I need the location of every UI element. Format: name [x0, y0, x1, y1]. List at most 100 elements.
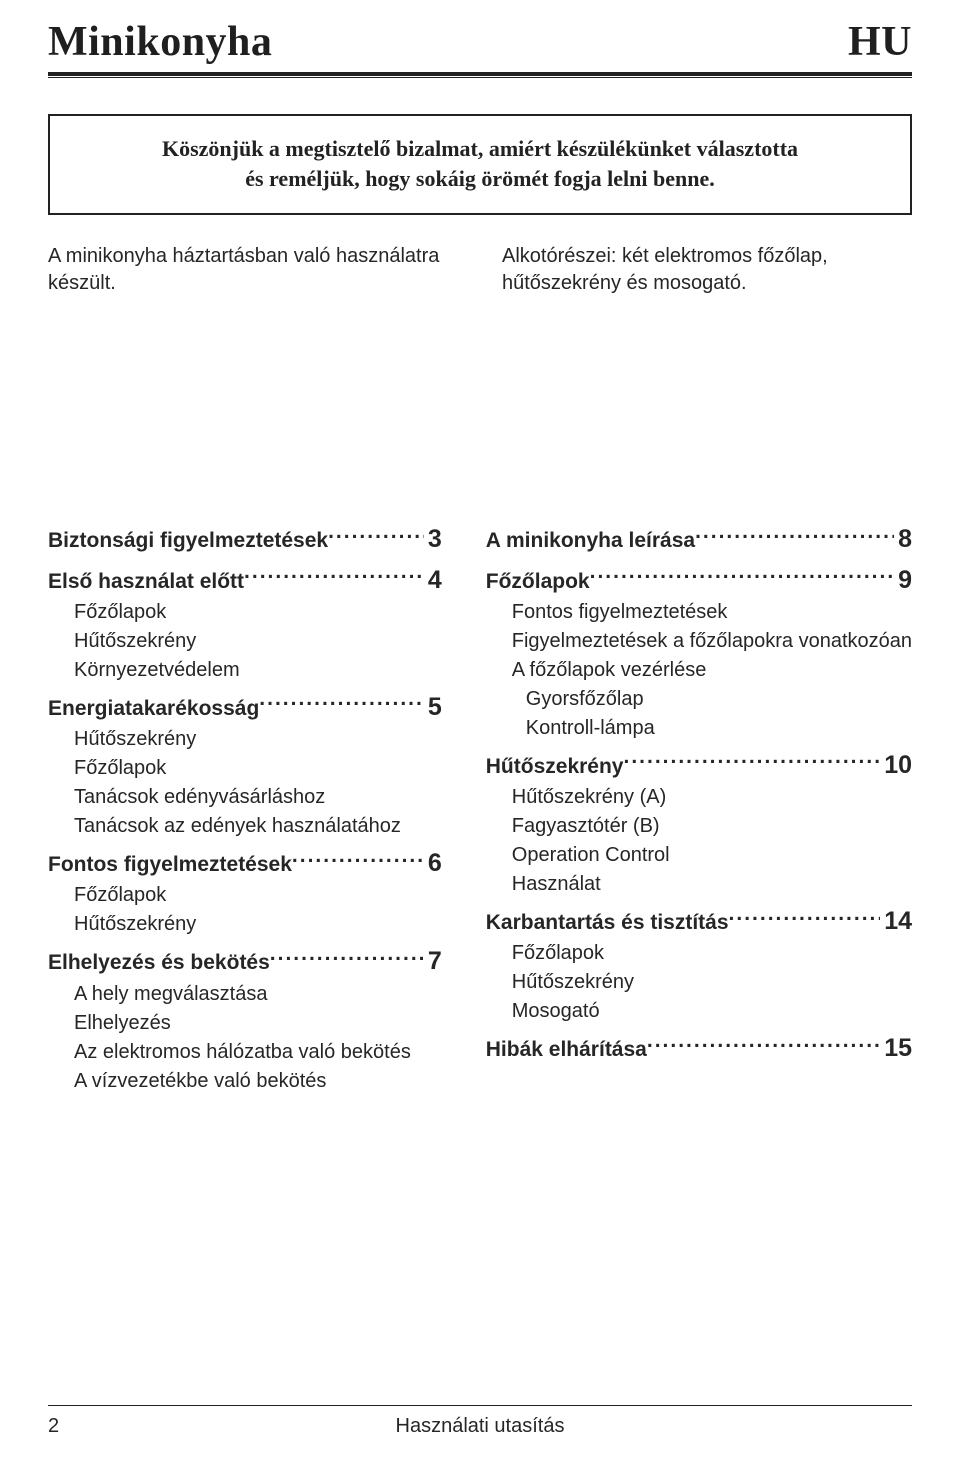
table-of-contents: Biztonsági figyelmeztetések 3 Első használ…	[48, 517, 912, 1095]
toc-page-number: 5	[424, 689, 442, 725]
toc-column-right: A minikonyha leírása 8 Főzőlapok 9Fontos fi…	[486, 517, 912, 1095]
toc-subitem: Hűtőszekrény	[48, 627, 442, 656]
toc-leader	[292, 850, 424, 871]
toc-label: Tanácsok az edények használatához	[74, 812, 401, 841]
toc-leader	[590, 567, 894, 588]
intro-right: Alkotórészei: két elektromos főzőlap, hű…	[502, 243, 912, 297]
toc-subitem: Tanácsok edényvásárláshoz	[48, 783, 442, 812]
toc-subitem: Környezetvédelem	[48, 656, 442, 685]
footer-rule	[48, 1405, 912, 1406]
toc-label: A főzőlapok vezérlése	[512, 656, 707, 685]
toc-subitem: Fontos figyelmeztetések	[486, 598, 912, 627]
toc-label: Energiatakarékosság	[48, 694, 259, 724]
toc-subitem: A főzőlapok vezérlése	[486, 656, 912, 685]
toc-subitem: Főzőlapok	[48, 881, 442, 910]
toc-label: Főzőlapok	[512, 939, 604, 968]
toc-label: Főzőlapok	[74, 598, 166, 627]
page-footer: 2 Használati utasítás	[48, 1415, 912, 1438]
toc-section: Elhelyezés és bekötés 7	[48, 943, 442, 979]
toc-subitem: Az elektromos hálózatba való bekötés	[48, 1038, 442, 1067]
toc-subitem: Fagyasztótér (B)	[486, 812, 912, 841]
toc-subitem: A hely megválasztása	[48, 980, 442, 1009]
header-title-left: Minikonyha	[48, 18, 272, 66]
toc-leader	[729, 908, 881, 929]
toc-section: Hibák elhárítása15	[486, 1030, 912, 1066]
toc-label: Az elektromos hálózatba való bekötés	[74, 1038, 411, 1067]
toc-page-number: 8	[894, 521, 912, 557]
page-header: Minikonyha HU	[48, 18, 912, 70]
toc-label: A hely megválasztása	[74, 980, 267, 1009]
toc-section: Karbantartás és tisztítás 14	[486, 903, 912, 939]
toc-subitem: Főzőlapok	[48, 754, 442, 783]
toc-label: Főzőlapok	[486, 567, 590, 597]
toc-column-left: Biztonsági figyelmeztetések 3 Első használ…	[48, 517, 442, 1095]
toc-subitem: Figyelmeztetések a főzőlapokra vonatkozó…	[486, 627, 912, 656]
toc-label: Hűtőszekrény	[486, 752, 624, 782]
toc-section: Biztonsági figyelmeztetések 3	[48, 521, 442, 557]
toc-leader	[647, 1035, 880, 1056]
intro-left: A minikonyha háztartásban való használat…	[48, 243, 458, 297]
toc-label: Mosogató	[512, 997, 600, 1026]
toc-label: Első használat előtt	[48, 567, 244, 597]
thanks-box: Köszönjük a megtisztelő bizalmat, amiért…	[48, 114, 912, 215]
toc-subitem: Főzőlapok	[486, 939, 912, 968]
toc-leader	[259, 694, 424, 715]
toc-page-number: 7	[424, 943, 442, 979]
toc-label: Környezetvédelem	[74, 656, 240, 685]
toc-label: Főzőlapok	[74, 881, 166, 910]
toc-label: Hűtőszekrény	[74, 725, 196, 754]
toc-label: Fagyasztótér (B)	[512, 812, 660, 841]
toc-page-number: 15	[880, 1030, 912, 1066]
toc-label: Elhelyezés és bekötés	[48, 948, 270, 978]
toc-page-number: 4	[424, 562, 442, 598]
toc-label: A vízvezetékbe való bekötés	[74, 1067, 326, 1096]
header-title-right: HU	[848, 18, 912, 66]
footer-doc-label: Használati utasítás	[48, 1415, 912, 1438]
toc-label: A minikonyha leírása	[486, 526, 695, 556]
toc-label: Hűtőszekrény	[512, 968, 634, 997]
toc-page-number: 14	[880, 903, 912, 939]
toc-label: Hűtőszekrény (A)	[512, 783, 667, 812]
toc-label: Gyorsfőzőlap	[526, 685, 644, 714]
toc-subitem: Kontroll-lámpa	[486, 714, 912, 743]
toc-page-number: 3	[424, 521, 442, 557]
toc-leader	[328, 526, 424, 547]
toc-section: Hűtőszekrény 10	[486, 747, 912, 783]
toc-leader	[270, 948, 424, 969]
toc-label: Operation Control	[512, 841, 670, 870]
toc-label: Kontroll-lámpa	[526, 714, 655, 743]
toc-subitem: Használat	[486, 870, 912, 899]
toc-label: Karbantartás és tisztítás	[486, 908, 729, 938]
toc-section: A minikonyha leírása 8	[486, 521, 912, 557]
toc-label: Fontos figyelmeztetések	[48, 850, 292, 880]
toc-subitem: Gyorsfőzőlap	[486, 685, 912, 714]
toc-label: Figyelmeztetések a főzőlapokra vonatkozó…	[512, 627, 912, 656]
toc-subitem: Hűtőszekrény (A)	[486, 783, 912, 812]
toc-label: Hűtőszekrény	[74, 910, 196, 939]
toc-label: Használat	[512, 870, 601, 899]
toc-leader	[244, 567, 424, 588]
toc-page-number: 6	[424, 845, 442, 881]
toc-subitem: Tanácsok az edények használatához	[48, 812, 442, 841]
toc-label: Elhelyezés	[74, 1009, 171, 1038]
toc-subitem: Operation Control	[486, 841, 912, 870]
toc-subitem: Hűtőszekrény	[486, 968, 912, 997]
toc-label: Biztonsági figyelmeztetések	[48, 526, 328, 556]
thanks-line-2: és reméljük, hogy sokáig örömét fogja le…	[74, 164, 886, 194]
toc-leader	[695, 526, 894, 547]
toc-label: Főzőlapok	[74, 754, 166, 783]
toc-page-number: 9	[894, 562, 912, 598]
toc-label: Hűtőszekrény	[74, 627, 196, 656]
toc-section: Fontos figyelmeztetések 6	[48, 845, 442, 881]
toc-subitem: Hűtőszekrény	[48, 725, 442, 754]
toc-label: Tanácsok edényvásárláshoz	[74, 783, 325, 812]
header-rule-thick	[48, 72, 912, 76]
toc-subitem: Mosogató	[486, 997, 912, 1026]
header-rule-thin	[48, 77, 912, 78]
toc-page-number: 10	[880, 747, 912, 783]
footer-page-number: 2	[48, 1415, 59, 1438]
toc-section: Első használat előtt 4	[48, 562, 442, 598]
toc-subitem: Elhelyezés	[48, 1009, 442, 1038]
thanks-line-1: Köszönjük a megtisztelő bizalmat, amiért…	[74, 134, 886, 164]
intro-row: A minikonyha háztartásban való használat…	[48, 243, 912, 297]
